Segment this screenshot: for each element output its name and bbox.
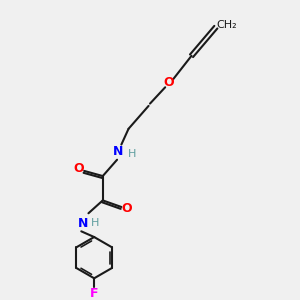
Text: H: H: [91, 218, 99, 228]
Text: F: F: [90, 287, 98, 300]
Text: N: N: [77, 217, 88, 230]
Text: H: H: [128, 149, 136, 159]
Text: O: O: [73, 162, 84, 176]
Text: N: N: [112, 145, 123, 158]
Text: CH₂: CH₂: [216, 20, 237, 30]
Text: O: O: [122, 202, 132, 215]
Text: O: O: [163, 76, 174, 89]
